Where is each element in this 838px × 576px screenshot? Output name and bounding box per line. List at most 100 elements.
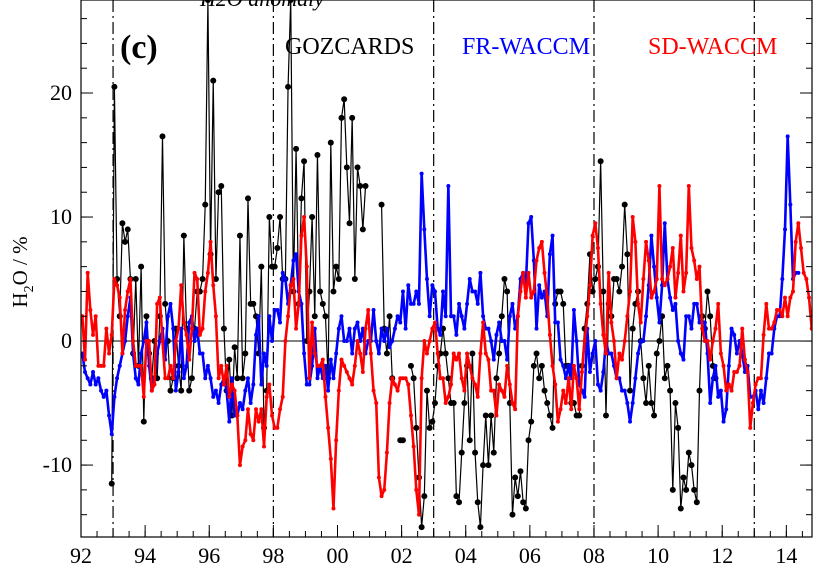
data-point [117, 295, 122, 300]
data-point [662, 221, 667, 226]
data-point [326, 425, 331, 430]
data-point [88, 308, 93, 313]
data-point [168, 363, 173, 368]
data-point [481, 320, 486, 325]
data-point [218, 183, 225, 190]
data-point [670, 246, 675, 251]
data-point [453, 493, 460, 500]
data-point [526, 221, 531, 226]
data-point [595, 382, 600, 387]
data-point [226, 356, 233, 363]
data-point [560, 300, 567, 307]
data-point [275, 308, 280, 313]
data-point [253, 332, 258, 337]
data-point [467, 363, 472, 368]
data-point [753, 382, 758, 387]
data-point [537, 283, 542, 288]
data-point [804, 277, 809, 282]
data-point [633, 376, 638, 381]
x-tick-label: 98 [262, 543, 284, 568]
data-point [215, 189, 222, 196]
data-point [545, 295, 550, 300]
data-point [661, 375, 668, 382]
data-point [664, 362, 671, 369]
data-point [681, 357, 686, 362]
data-point [275, 425, 280, 430]
data-point [213, 388, 218, 393]
data-point [237, 463, 242, 468]
data-point [237, 401, 242, 406]
data-point [407, 362, 414, 369]
data-point [593, 339, 598, 344]
data-point [107, 413, 112, 418]
data-point [652, 289, 657, 294]
data-point [589, 288, 596, 295]
data-point [317, 288, 324, 295]
data-point [445, 375, 452, 382]
data-point [640, 375, 647, 382]
data-point [101, 394, 106, 399]
data-point [587, 283, 592, 288]
data-point [793, 239, 798, 244]
data-point [538, 362, 545, 369]
data-point [301, 158, 308, 165]
data-point [563, 401, 568, 406]
data-point [478, 351, 483, 356]
data-point [294, 252, 299, 257]
data-point [204, 0, 211, 3]
data-point [430, 326, 435, 331]
data-point [602, 412, 609, 419]
data-point [514, 493, 521, 500]
data-point [227, 419, 232, 424]
y-axis-label-h: H [8, 292, 32, 307]
data-point [654, 277, 659, 282]
data-point [493, 375, 500, 382]
data-point [88, 382, 93, 387]
data-point [629, 325, 636, 332]
data-point [363, 326, 368, 331]
data-point [112, 277, 117, 282]
data-point [334, 438, 339, 443]
data-point [742, 357, 747, 362]
data-point [542, 270, 547, 275]
data-point [124, 226, 131, 233]
data-point [451, 351, 456, 356]
data-point [625, 314, 630, 319]
data-point [235, 413, 240, 418]
data-point [491, 388, 496, 393]
data-point [628, 419, 633, 424]
data-point [333, 263, 340, 270]
data-point [85, 270, 90, 275]
x-tick-label: 02 [391, 543, 413, 568]
data-point [546, 412, 553, 419]
data-point [262, 444, 267, 449]
data-point [403, 326, 408, 331]
data-point [601, 332, 606, 337]
data-point [291, 258, 296, 263]
data-point [750, 401, 755, 406]
data-point [277, 214, 284, 221]
data-point [197, 332, 202, 337]
data-point [582, 339, 587, 344]
data-point [429, 418, 436, 425]
data-point [359, 226, 366, 233]
data-point [256, 314, 261, 319]
x-tick-label: 10 [647, 543, 669, 568]
data-point [680, 474, 687, 481]
data-point [549, 424, 556, 431]
data-point [788, 295, 793, 300]
data-point [403, 376, 408, 381]
data-point [505, 363, 510, 368]
data-point [641, 277, 646, 282]
data-point [796, 270, 801, 275]
data-point [630, 401, 635, 406]
data-point [111, 83, 118, 90]
data-point [550, 363, 555, 368]
data-point [657, 320, 662, 325]
data-point [558, 407, 563, 412]
data-point [732, 332, 737, 337]
data-point [708, 357, 713, 362]
x-tick-label: 04 [455, 543, 477, 568]
data-point [180, 232, 187, 239]
data-point [427, 339, 432, 344]
